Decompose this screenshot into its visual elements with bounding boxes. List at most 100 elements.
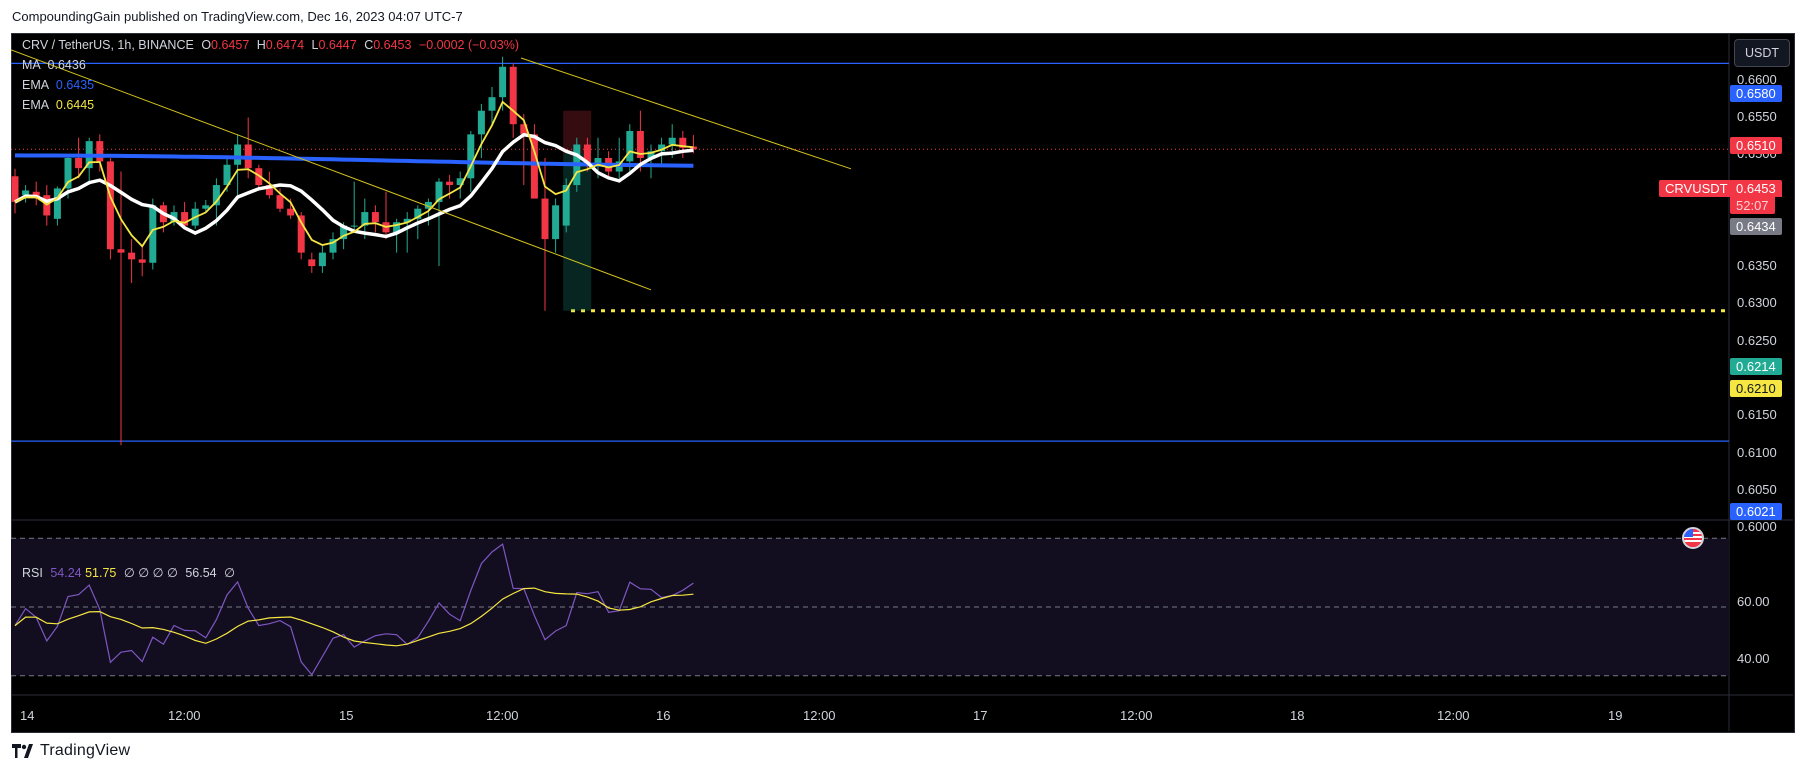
rsi-ma-line xyxy=(14,587,694,647)
last-price-tag: 0.6453 xyxy=(1730,180,1782,197)
ma-price-tag: 0.6434 xyxy=(1730,218,1782,235)
rsi-last-value: ∅ xyxy=(224,566,235,580)
low-value: 0.6447 xyxy=(318,38,357,52)
candle-body xyxy=(477,110,485,135)
candle-body xyxy=(530,134,538,199)
candle-body xyxy=(509,66,517,125)
candle-body xyxy=(96,141,104,162)
x-tick: 12:00 xyxy=(486,708,519,723)
y-tick: 0.6550 xyxy=(1737,109,1777,124)
ema2-label: EMA xyxy=(22,98,49,112)
brand-name: TradingView xyxy=(40,742,131,759)
candle-body xyxy=(202,205,210,209)
y-tick: 0.6300 xyxy=(1737,295,1777,310)
rsi-y-tick: 60.00 xyxy=(1737,594,1770,609)
close-value: 0.6453 xyxy=(373,38,412,52)
publisher-line: CompoundingGain published on TradingView… xyxy=(12,9,463,24)
x-tick: 16 xyxy=(656,708,671,723)
candle-body xyxy=(361,212,369,226)
candle-body xyxy=(371,212,379,223)
legend-symbol-row: CRV / TetherUS, 1h, BINANCE O0.6457 H 0.6… xyxy=(22,38,519,52)
currency-button[interactable]: USDT xyxy=(1734,39,1790,67)
candle-body xyxy=(435,181,443,202)
candle-body xyxy=(658,144,666,152)
candle-body xyxy=(308,259,316,267)
ma-label: MA xyxy=(22,58,41,72)
candle-body xyxy=(446,181,454,186)
candle-body xyxy=(340,225,348,240)
candle-body xyxy=(53,188,61,219)
tradingview-logo[interactable]: TradingView xyxy=(12,742,130,760)
tradingview-logo-icon xyxy=(12,744,33,758)
candle-body xyxy=(594,158,602,165)
x-tick: 15 xyxy=(339,708,354,723)
rsi-extra-values: ∅ ∅ ∅ ∅ xyxy=(123,566,178,580)
candle-body xyxy=(414,208,422,219)
candle-body xyxy=(223,164,231,186)
target-price-tag: 0.6210 xyxy=(1730,380,1782,397)
symbol-tag: CRVUSDT xyxy=(1659,180,1734,197)
candle-body xyxy=(329,239,337,253)
low-label: L xyxy=(311,38,319,52)
candle-body xyxy=(297,215,305,253)
candle-body xyxy=(22,190,30,196)
y-tick: 0.6600 xyxy=(1737,72,1777,87)
rsi-y-tick: 40.00 xyxy=(1737,651,1770,666)
candle-body xyxy=(679,137,687,148)
candle-body xyxy=(467,134,475,179)
y-tick: 0.6050 xyxy=(1737,482,1777,497)
candle-body xyxy=(117,249,125,253)
candle-body xyxy=(583,144,591,165)
candle-body xyxy=(318,252,326,267)
candle-body xyxy=(647,151,655,159)
candle-body xyxy=(393,222,401,233)
candle-body xyxy=(499,66,507,98)
trendline-upper xyxy=(520,57,852,170)
x-tick: 12:00 xyxy=(1120,708,1153,723)
legend-ema1-row[interactable]: EMA 0.6435 xyxy=(22,78,94,92)
candle-body xyxy=(488,97,496,111)
x-tick: 14 xyxy=(20,708,35,723)
candle-body xyxy=(636,130,644,159)
candle-body xyxy=(138,259,146,263)
legend-ma-row[interactable]: MA 0.6436 xyxy=(22,58,86,72)
rsi-other-value: 56.54 xyxy=(185,566,217,580)
price-tag-resistance: 0.6510 xyxy=(1730,137,1782,154)
candle-body xyxy=(456,178,464,186)
countdown-tag: 52:07 xyxy=(1730,197,1775,214)
legend-symbol[interactable]: CRV / TetherUS, 1h, BINANCE xyxy=(22,38,194,52)
trendline-lower xyxy=(11,49,652,291)
us-flag-icon[interactable] xyxy=(1682,527,1704,549)
candle-body xyxy=(11,176,19,202)
change-value: −0.0002 (−0.03%) xyxy=(418,38,520,52)
ema2-value: 0.6445 xyxy=(55,98,95,112)
y-tick: 0.6100 xyxy=(1737,445,1777,460)
x-tick: 12:00 xyxy=(1437,708,1470,723)
candle-body xyxy=(562,185,570,226)
open-label: O xyxy=(201,38,212,52)
chart-canvas[interactable] xyxy=(11,33,1793,731)
close-label: C xyxy=(364,38,374,52)
candle-body xyxy=(541,198,549,240)
open-value: 0.6457 xyxy=(211,38,250,52)
ema-fast-line xyxy=(14,100,694,248)
ema1-value: 0.6435 xyxy=(55,78,95,92)
ema1-label: EMA xyxy=(22,78,49,92)
y-tick: 0.6250 xyxy=(1737,333,1777,348)
x-tick: 18 xyxy=(1290,708,1305,723)
price-tag-line-bottom: 0.6021 xyxy=(1730,503,1782,520)
legend-ema2-row[interactable]: EMA 0.6445 xyxy=(22,98,94,112)
candle-body xyxy=(668,137,676,145)
x-tick: 12:00 xyxy=(803,708,836,723)
candle-body xyxy=(424,201,432,209)
dotted-line-tag: 0.6214 xyxy=(1730,358,1782,375)
rsi-line xyxy=(14,543,694,676)
rsi-value: 54.24 xyxy=(50,566,82,580)
candle-body xyxy=(350,225,358,227)
ema-slow-line xyxy=(14,153,694,168)
rsi-ma-value: 51.75 xyxy=(85,566,117,580)
legend-rsi-row[interactable]: RSI 54.24 51.75 ∅ ∅ ∅ ∅ 56.54 ∅ xyxy=(22,565,235,580)
candle-body xyxy=(287,208,295,216)
high-label: H xyxy=(256,38,266,52)
candle-body xyxy=(276,195,284,209)
